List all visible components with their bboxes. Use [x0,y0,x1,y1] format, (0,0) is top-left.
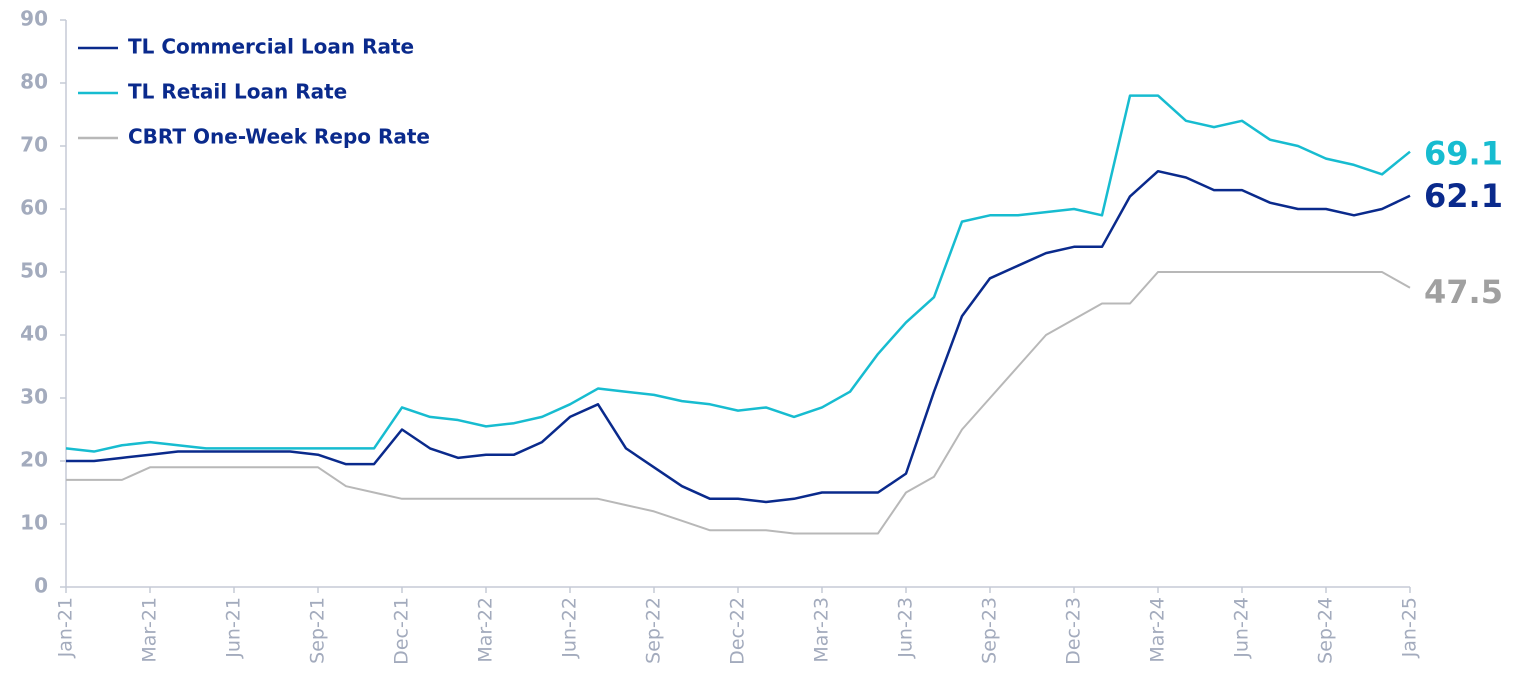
end-label: 69.1 [1424,135,1503,173]
x-tick-label: Dec-23 [1063,597,1085,665]
x-tick-label: Mar-22 [475,597,497,663]
x-tick-label: Jun-24 [1231,597,1253,659]
x-tick-label: Jun-23 [895,597,917,659]
series-line [65,94,1411,453]
y-tick-label: 40 [20,322,48,346]
x-tick-label: Mar-23 [811,597,833,663]
legend-label: TL Commercial Loan Rate [128,35,414,59]
x-tick-label: Jun-21 [223,597,245,659]
x-tick-label: Jan-25 [1399,597,1421,658]
legend-label: TL Retail Loan Rate [128,80,347,104]
end-label: 47.5 [1424,273,1503,311]
y-tick-label: 50 [20,259,48,283]
x-tick-label: Mar-21 [139,597,161,663]
x-tick-label: Jan-21 [55,597,77,658]
y-tick-label: 30 [20,385,48,409]
y-tick-label: 90 [20,7,48,31]
x-tick-label: Mar-24 [1147,597,1169,663]
y-tick-label: 70 [20,133,48,157]
y-tick-label: 0 [34,574,48,598]
y-tick-label: 80 [20,70,48,94]
x-tick-label: Sep-24 [1315,597,1337,664]
y-tick-label: 10 [20,511,48,535]
series-line [66,271,1411,535]
y-tick-label: 20 [20,448,48,472]
series-line [66,169,1411,504]
end-label: 62.1 [1424,177,1503,215]
x-tick-label: Sep-23 [979,597,1001,664]
x-tick-label: Dec-21 [391,597,413,665]
x-tick-label: Sep-22 [643,597,665,664]
legend-label: CBRT One-Week Repo Rate [128,125,430,149]
x-tick-label: Sep-21 [307,597,329,664]
x-tick-label: Dec-22 [727,597,749,665]
x-tick-label: Jun-22 [559,597,581,659]
y-tick-label: 60 [20,196,48,220]
